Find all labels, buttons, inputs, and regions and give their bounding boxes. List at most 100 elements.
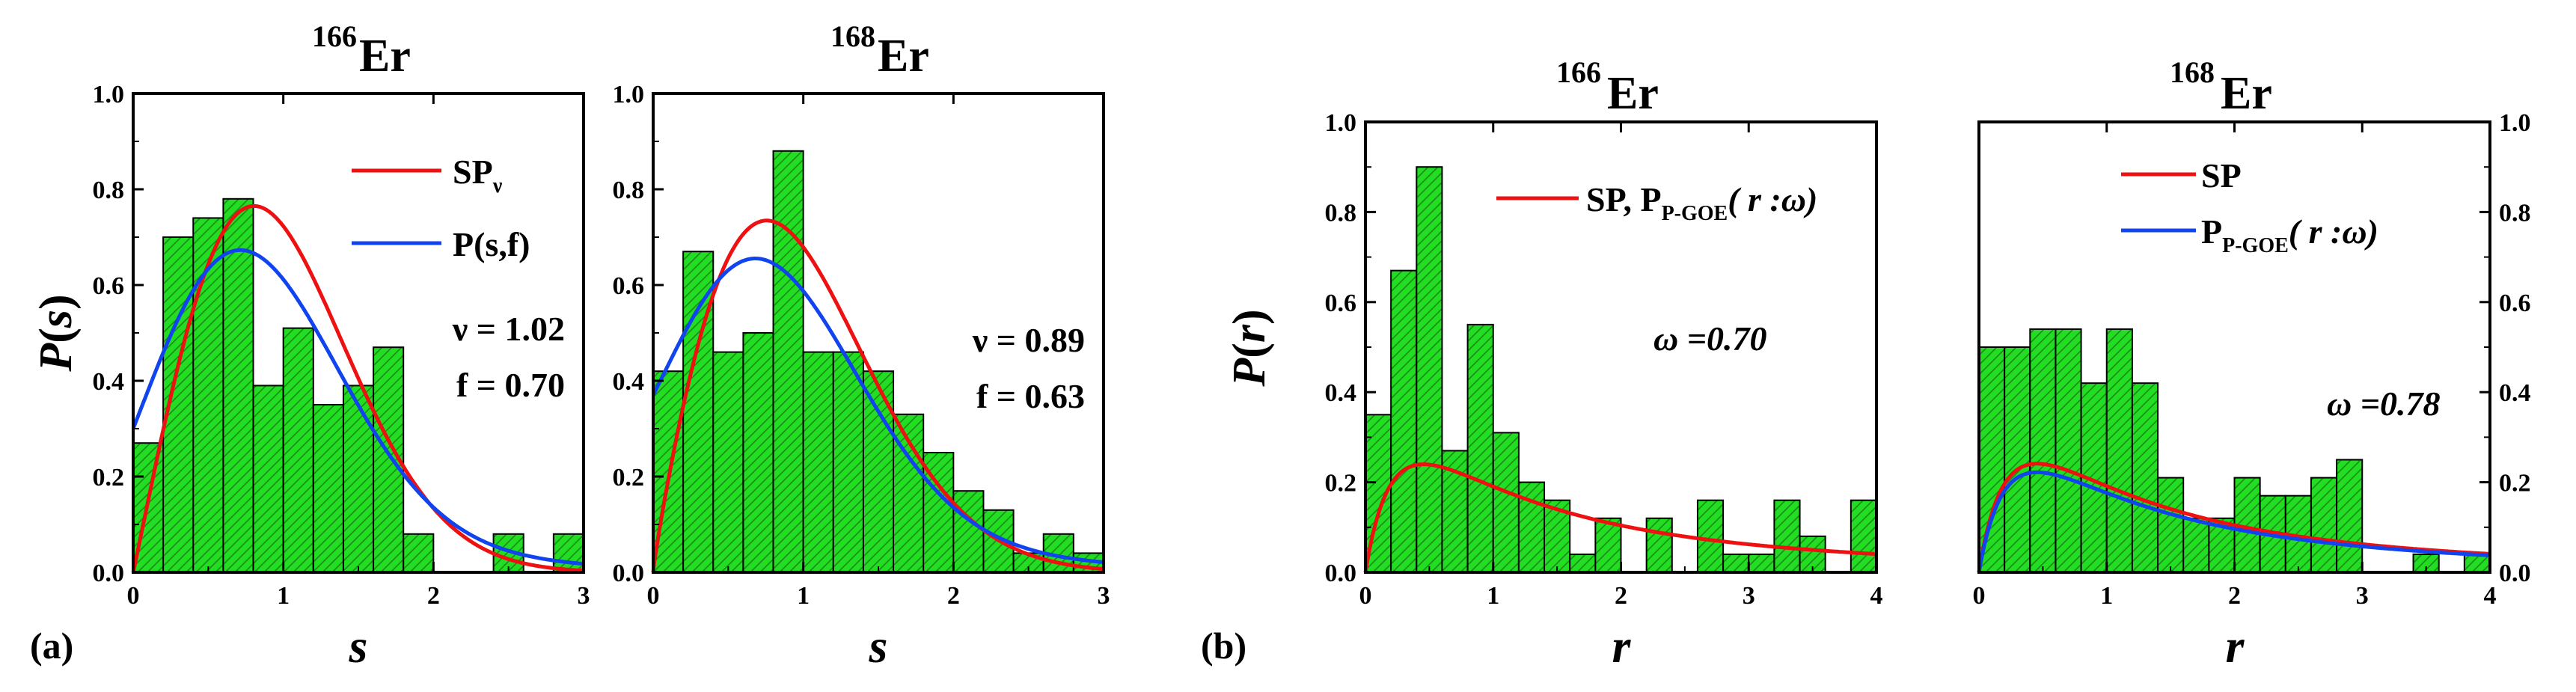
x-axis-label: s	[349, 619, 368, 673]
chart-166er-ratio: 0 1 2 3 4 0.0 0.2 0.4 0.6 0.8 1.0 166 Er r P(r) SP…	[1224, 55, 1883, 673]
y-tick-label: 0.0	[613, 560, 645, 587]
chart-title-sup: 168	[830, 19, 875, 53]
chart-166er-spacing: 0 1 2 3 0.0 0.2 0.4 0.6 0.8 1.0 166 Er s P(s) SPν…	[31, 19, 590, 673]
histogram-bars	[1978, 328, 2491, 574]
y-tick-label: 0.6	[613, 272, 645, 300]
x-tick-label: 4	[1870, 582, 1883, 610]
fit-curves	[131, 203, 584, 573]
y-tick-label: 1.0	[613, 81, 645, 108]
y-tick-label: 0.0	[2499, 560, 2531, 587]
x-tick-label: 2	[2228, 582, 2241, 610]
curve-sp	[1977, 462, 2491, 573]
chart-168er-spacing: 0 1 2 3 0.0 0.2 0.4 0.6 0.8 1.0 168 Er s ν = 0.89…	[613, 19, 1110, 673]
histogram-bar	[2055, 328, 2082, 573]
x-axis-label: r	[1612, 619, 1632, 673]
y-tick-label: 0.8	[613, 177, 645, 204]
histogram-bar	[682, 251, 715, 573]
chart-title: Er	[2221, 68, 2272, 119]
fit-curves	[1977, 462, 2491, 573]
y-axis-label: P(r)	[1224, 309, 1275, 387]
y-tick-label: 0.8	[1325, 199, 1357, 227]
x-tick-label: 0	[127, 582, 140, 610]
panel-label-b: (b)	[1201, 625, 1246, 667]
axis-ticks: 0 1 2 3 0.0 0.2 0.4 0.6 0.8 1.0	[93, 81, 590, 610]
histogram-bars	[1365, 166, 1878, 574]
annotation-f: f = 0.70	[456, 366, 565, 404]
histogram-bar	[2336, 459, 2364, 573]
histogram-bar	[2029, 328, 2057, 573]
x-tick-label: 0	[647, 582, 660, 610]
annotation-omega: ω =0.78	[2327, 385, 2440, 423]
legend-label-red: SP, PP-GOE( r :ω)	[1586, 180, 1817, 225]
histogram-bar	[1517, 481, 1546, 573]
legend-label-blue: P(s,f)	[453, 225, 530, 263]
y-tick-label: 0.4	[613, 368, 645, 396]
histogram-bar	[1696, 499, 1725, 573]
y-tick-label: 0.4	[1325, 379, 1357, 407]
chart-title: Er	[878, 31, 929, 82]
axis-ticks: 0 1 2 3 40.00.20.40.60.81.0	[1325, 109, 1883, 610]
x-tick-label: 1	[797, 582, 810, 610]
histogram-bar	[403, 533, 435, 573]
annotation-nu: ν = 0.89	[972, 321, 1085, 359]
annotation-nu: ν = 1.02	[452, 310, 565, 348]
histogram-bar	[712, 351, 744, 573]
histogram-bar	[802, 351, 834, 573]
y-tick-label: 0.2	[93, 464, 125, 492]
histogram-bar	[552, 533, 584, 573]
y-tick-label: 0.6	[2499, 290, 2531, 317]
x-tick-label: 3	[578, 582, 590, 610]
histogram-bar	[2182, 517, 2210, 574]
chart-title-sup: 166	[312, 19, 357, 53]
x-axis-label: r	[2226, 619, 2245, 673]
axis-ticks: 0 1 2 3 0.0 0.2 0.4 0.6 0.8 1.0	[613, 81, 1110, 610]
y-tick-label: 0.4	[93, 368, 125, 396]
curve-sp-v	[651, 218, 1104, 573]
histogram-bar	[282, 327, 314, 573]
fit-curves	[651, 218, 1104, 573]
histogram-bars	[652, 150, 1105, 574]
histogram-bar	[1594, 517, 1622, 574]
histogram-bar	[862, 370, 895, 573]
axis-ticks: 0 1 2 3 40.00.20.40.60.81.0	[1973, 109, 2531, 610]
curve-sp-v	[131, 203, 584, 573]
histogram-bar	[2105, 328, 2133, 573]
y-tick-label: 0.8	[2499, 199, 2531, 227]
histogram-bar	[1773, 499, 1801, 573]
y-tick-label: 0.2	[1325, 470, 1357, 497]
histogram-bars	[132, 198, 584, 574]
histogram-bar	[772, 150, 804, 574]
histogram-bar	[2157, 477, 2185, 574]
x-tick-label: 2	[947, 582, 960, 610]
histogram-bar	[2310, 477, 2338, 574]
x-tick-label: 1	[2100, 582, 2113, 610]
y-tick-label: 1.0	[93, 81, 125, 108]
y-axis-label: P(s)	[31, 294, 82, 372]
legend-label-red: SP	[2201, 156, 2242, 195]
legend-label-blue: PP-GOE( r :ω)	[2201, 212, 2378, 257]
histogram-bar	[1466, 323, 1494, 573]
legend-label-red: SPν	[453, 153, 503, 198]
annotation-omega: ω =0.70	[1653, 319, 1766, 358]
histogram-bar	[1850, 499, 1878, 573]
histogram-bar	[1978, 346, 2006, 573]
x-tick-label: 2	[1615, 582, 1627, 610]
histogram-bar	[1748, 553, 1775, 573]
histogram-bar	[832, 351, 864, 573]
y-tick-label: 0.0	[93, 560, 125, 587]
curve-p-s-f-	[651, 257, 1104, 565]
annotation-f: f = 0.63	[976, 377, 1085, 415]
y-tick-label: 0.4	[2499, 379, 2531, 407]
histogram-bar	[1390, 269, 1418, 573]
chart-title-sup: 168	[2170, 55, 2215, 89]
curve-sp-p-p-goe	[1363, 462, 1877, 573]
y-tick-label: 0.2	[2499, 470, 2531, 497]
panel-label-a: (a)	[30, 625, 73, 667]
histogram-bar	[2131, 382, 2159, 573]
histogram-bar	[2004, 346, 2031, 573]
x-tick-label: 2	[427, 582, 440, 610]
x-tick-label: 0	[1973, 582, 1986, 610]
x-tick-label: 3	[1098, 582, 1110, 610]
chart-168er-ratio: 0 1 2 3 40.0 0.2 0.4 0.6 0.8 1.0 168 Er r SP PP-G…	[1973, 55, 2531, 673]
